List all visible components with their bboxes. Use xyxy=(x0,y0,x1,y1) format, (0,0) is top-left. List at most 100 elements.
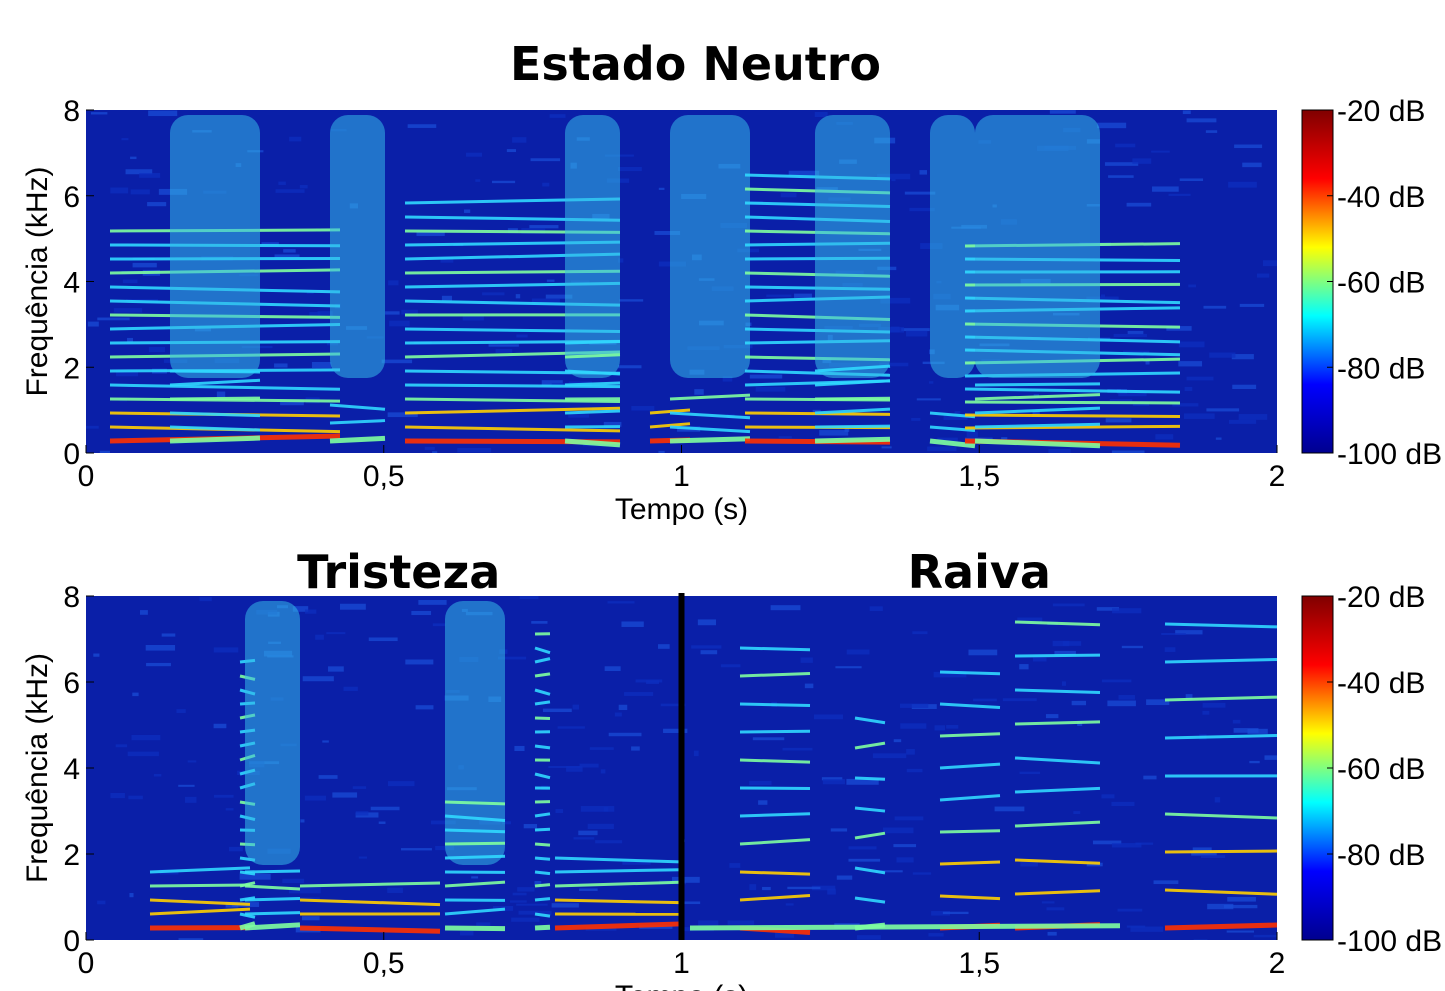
noise xyxy=(128,752,159,757)
noise xyxy=(1073,811,1080,814)
noise xyxy=(388,280,398,285)
noise xyxy=(1242,163,1261,168)
noise xyxy=(771,605,801,610)
y-tick-label: 8 xyxy=(63,581,80,614)
noise xyxy=(1112,608,1141,613)
noise xyxy=(300,819,304,822)
noise xyxy=(901,328,930,331)
noise xyxy=(968,650,997,656)
harmonic xyxy=(940,831,1000,832)
noise xyxy=(943,912,969,914)
noise xyxy=(1206,408,1239,411)
y-tick-label: 8 xyxy=(63,95,80,128)
harmonic xyxy=(445,843,505,844)
harmonic xyxy=(445,802,505,804)
noise xyxy=(129,893,133,897)
energy-region xyxy=(565,115,620,378)
noise xyxy=(1111,802,1134,806)
y-tick-label: 6 xyxy=(63,667,80,700)
noise xyxy=(214,795,234,798)
noise xyxy=(226,808,234,810)
noise xyxy=(1234,145,1262,149)
noise xyxy=(1155,434,1173,439)
noise xyxy=(1215,797,1220,802)
harmonic xyxy=(1015,722,1100,724)
colorbar-tick-label: -100 dB xyxy=(1337,438,1442,471)
noise xyxy=(482,292,504,295)
noise xyxy=(835,666,861,668)
harmonic xyxy=(940,862,1000,864)
harmonic xyxy=(170,398,260,399)
harmonic xyxy=(535,927,550,928)
noise xyxy=(520,596,539,599)
noise xyxy=(303,676,334,681)
noise xyxy=(369,637,398,641)
noise xyxy=(573,705,579,710)
noise xyxy=(967,431,978,437)
noise xyxy=(322,740,329,742)
noise xyxy=(1114,334,1147,337)
noise xyxy=(900,704,928,708)
noise xyxy=(1072,701,1086,705)
noise xyxy=(1264,755,1277,760)
noise xyxy=(179,938,204,942)
noise xyxy=(782,748,812,751)
noise xyxy=(870,606,883,611)
noise xyxy=(1187,118,1217,122)
noise xyxy=(1209,352,1235,357)
noise xyxy=(1194,940,1208,943)
noise xyxy=(555,809,563,813)
harmonic xyxy=(445,928,505,929)
noise xyxy=(305,610,316,614)
noise xyxy=(411,611,431,615)
noise xyxy=(631,746,640,750)
noise xyxy=(283,249,296,252)
noise xyxy=(609,733,642,736)
noise xyxy=(460,931,474,936)
harmonic xyxy=(855,778,885,779)
noise xyxy=(1117,909,1142,912)
noise xyxy=(1165,647,1176,652)
noise xyxy=(701,650,718,654)
noise xyxy=(946,725,958,729)
y-tick-label: 2 xyxy=(63,352,80,385)
noise xyxy=(130,157,136,159)
noise xyxy=(1020,772,1041,774)
y-tick-label: 0 xyxy=(63,438,80,471)
noise xyxy=(178,785,194,787)
noise xyxy=(1254,935,1282,937)
noise xyxy=(568,414,589,417)
noise xyxy=(463,316,484,321)
noise xyxy=(217,392,225,398)
noise xyxy=(353,786,366,789)
noise xyxy=(116,744,127,747)
noise xyxy=(229,847,243,851)
noise xyxy=(1169,194,1191,196)
noise xyxy=(1053,641,1070,646)
noise xyxy=(121,138,128,140)
noise xyxy=(188,760,197,762)
noise xyxy=(1207,904,1233,909)
noise xyxy=(618,365,641,368)
noise xyxy=(823,779,845,784)
noise xyxy=(1046,714,1058,718)
noise xyxy=(1042,901,1055,903)
noise xyxy=(128,796,143,800)
noise xyxy=(1118,695,1134,700)
x-tick-label: 1 xyxy=(673,460,690,493)
noise xyxy=(601,769,606,773)
noise xyxy=(1257,273,1269,277)
noise xyxy=(388,781,414,786)
harmonic xyxy=(245,913,300,914)
noise xyxy=(385,311,400,314)
noise xyxy=(1161,633,1186,635)
noise xyxy=(548,766,580,768)
noise xyxy=(624,692,653,696)
noise xyxy=(1107,701,1136,707)
noise xyxy=(917,398,941,400)
y-tick-label: 2 xyxy=(63,839,80,872)
noise xyxy=(698,619,716,625)
noise xyxy=(588,824,614,829)
energy-region xyxy=(445,601,505,865)
noise xyxy=(1179,342,1205,348)
